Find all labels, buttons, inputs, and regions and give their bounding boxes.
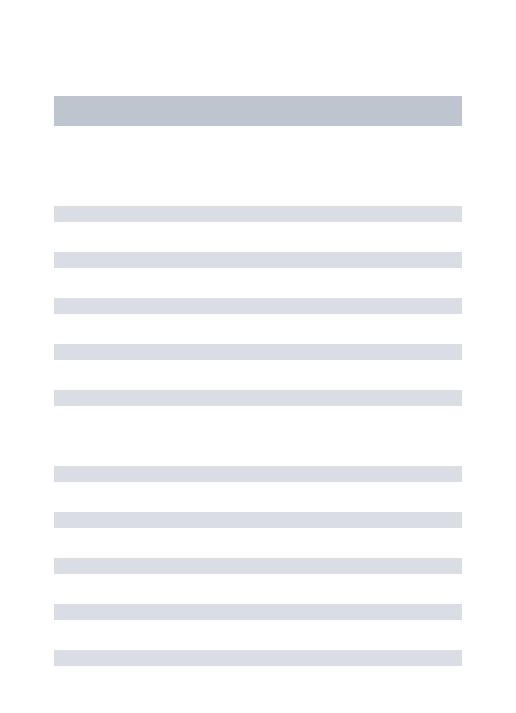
group-spacer: [54, 436, 462, 466]
text-line-placeholder: [54, 252, 462, 268]
text-line-placeholder: [54, 512, 462, 528]
text-group-2: [54, 466, 462, 666]
text-line-placeholder: [54, 650, 462, 666]
text-line-placeholder: [54, 298, 462, 314]
skeleton-container: [0, 0, 516, 666]
text-group-1: [54, 206, 462, 406]
text-line-placeholder: [54, 558, 462, 574]
text-line-placeholder: [54, 466, 462, 482]
text-line-placeholder: [54, 604, 462, 620]
text-line-placeholder: [54, 390, 462, 406]
text-line-placeholder: [54, 344, 462, 360]
text-line-placeholder: [54, 206, 462, 222]
title-placeholder: [54, 96, 462, 126]
